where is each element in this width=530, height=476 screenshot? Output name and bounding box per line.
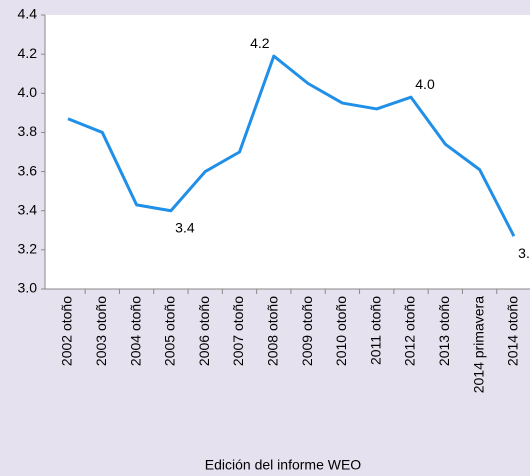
y-tick-label: 4.0 xyxy=(18,84,38,100)
y-tick-label: 3.4 xyxy=(18,201,38,217)
x-tick-label: 2014 otoño xyxy=(505,296,521,366)
y-tick-label: 4.2 xyxy=(18,45,38,61)
data-label: 4.2 xyxy=(250,35,270,51)
line xyxy=(67,54,516,237)
x-tick-label: 2005 otoño xyxy=(162,296,178,366)
data-label: 3.3 xyxy=(518,245,530,261)
x-tick-label: 2009 otoño xyxy=(299,296,315,366)
x-tick-label: 2010 otoño xyxy=(333,296,349,366)
data-label: 4.0 xyxy=(415,76,435,92)
x-tick-label: 2007 otoño xyxy=(230,296,246,366)
x-tick-label: 2002 otoño xyxy=(59,296,75,366)
x-tick-label: 2004 otoño xyxy=(127,296,143,366)
y-tick-label: 3.2 xyxy=(18,241,38,257)
x-tick-label: 2006 otoño xyxy=(196,296,212,366)
x-tick-label: 2011 otoño xyxy=(367,296,383,365)
y-tick-label: 3.8 xyxy=(18,123,38,139)
x-tick-label: 2014 primavera xyxy=(470,296,486,393)
data-label: 3.4 xyxy=(175,219,195,235)
x-tick-label: 2013 otoño xyxy=(436,296,452,366)
x-tick-label: 2003 otoño xyxy=(93,296,109,366)
y-tick-label: 4.4 xyxy=(18,6,38,22)
y-tick-label: 3.6 xyxy=(18,162,38,178)
plot-area xyxy=(45,15,530,289)
x-tick-label: 2012 otoño xyxy=(402,296,418,366)
x-axis-title: Edición del informe WEO xyxy=(205,457,362,473)
y-tick-label: 3.0 xyxy=(18,280,38,296)
x-tick-label: 2008 otoño xyxy=(265,296,281,366)
